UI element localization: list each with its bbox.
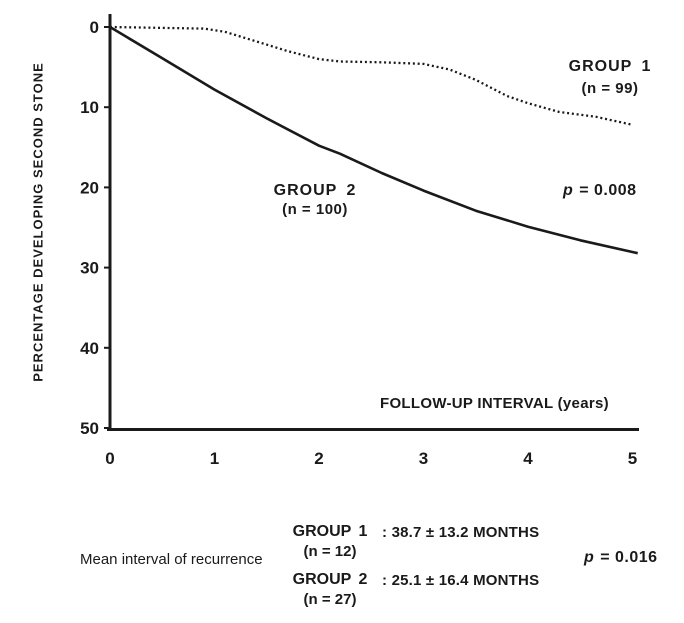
- chart-p-value: p = 0.008: [563, 182, 637, 200]
- caption-row1-n: (n = 12): [303, 543, 357, 560]
- series-line-group-1: [109, 25, 633, 126]
- caption-row2-group: GROUP 2: [292, 571, 368, 588]
- y-tick-label: 10: [80, 98, 99, 117]
- y-tick-label: 50: [80, 419, 99, 438]
- y-tick-label: 30: [80, 259, 99, 278]
- series-line-group-2: [109, 25, 638, 255]
- p-value-text: = 0.008: [574, 182, 637, 199]
- x-tick-label: 4: [523, 449, 533, 468]
- x-tick-label: 5: [628, 449, 637, 468]
- x-tick-label: 0: [105, 449, 114, 468]
- y-tick-label: 0: [90, 18, 99, 37]
- x-axis-title: FOLLOW-UP INTERVAL (years): [380, 395, 609, 412]
- series-group1-label: GROUP 1: [568, 58, 652, 75]
- caption-row1-group: GROUP 1: [292, 523, 368, 540]
- caption-row2-value: : 25.1 ± 16.4 MONTHS: [382, 572, 540, 589]
- caption-row2-n: (n = 27): [303, 591, 357, 608]
- chart-canvas: 0 10 20 30 40 50 0 1 2 3 4 5: [80, 14, 639, 468]
- caption-label: Mean interval of recurrence: [80, 551, 263, 568]
- x-tick-label: 1: [210, 449, 219, 468]
- x-tick-label: 2: [314, 449, 323, 468]
- series-group2-n: (n = 100): [282, 201, 348, 218]
- y-tick-label: 20: [80, 178, 99, 197]
- p-symbol: p: [563, 182, 574, 199]
- series-group2-label: GROUP 2: [273, 182, 357, 199]
- caption-p-value: p = 0.016: [584, 549, 658, 567]
- p-symbol: p: [584, 549, 595, 566]
- x-tick-label: 3: [419, 449, 428, 468]
- series-group1-n: (n = 99): [581, 80, 639, 97]
- y-tick-label: 40: [80, 339, 99, 358]
- p-value-text: = 0.016: [595, 549, 658, 566]
- caption-row1-value: : 38.7 ± 13.2 MONTHS: [382, 524, 540, 541]
